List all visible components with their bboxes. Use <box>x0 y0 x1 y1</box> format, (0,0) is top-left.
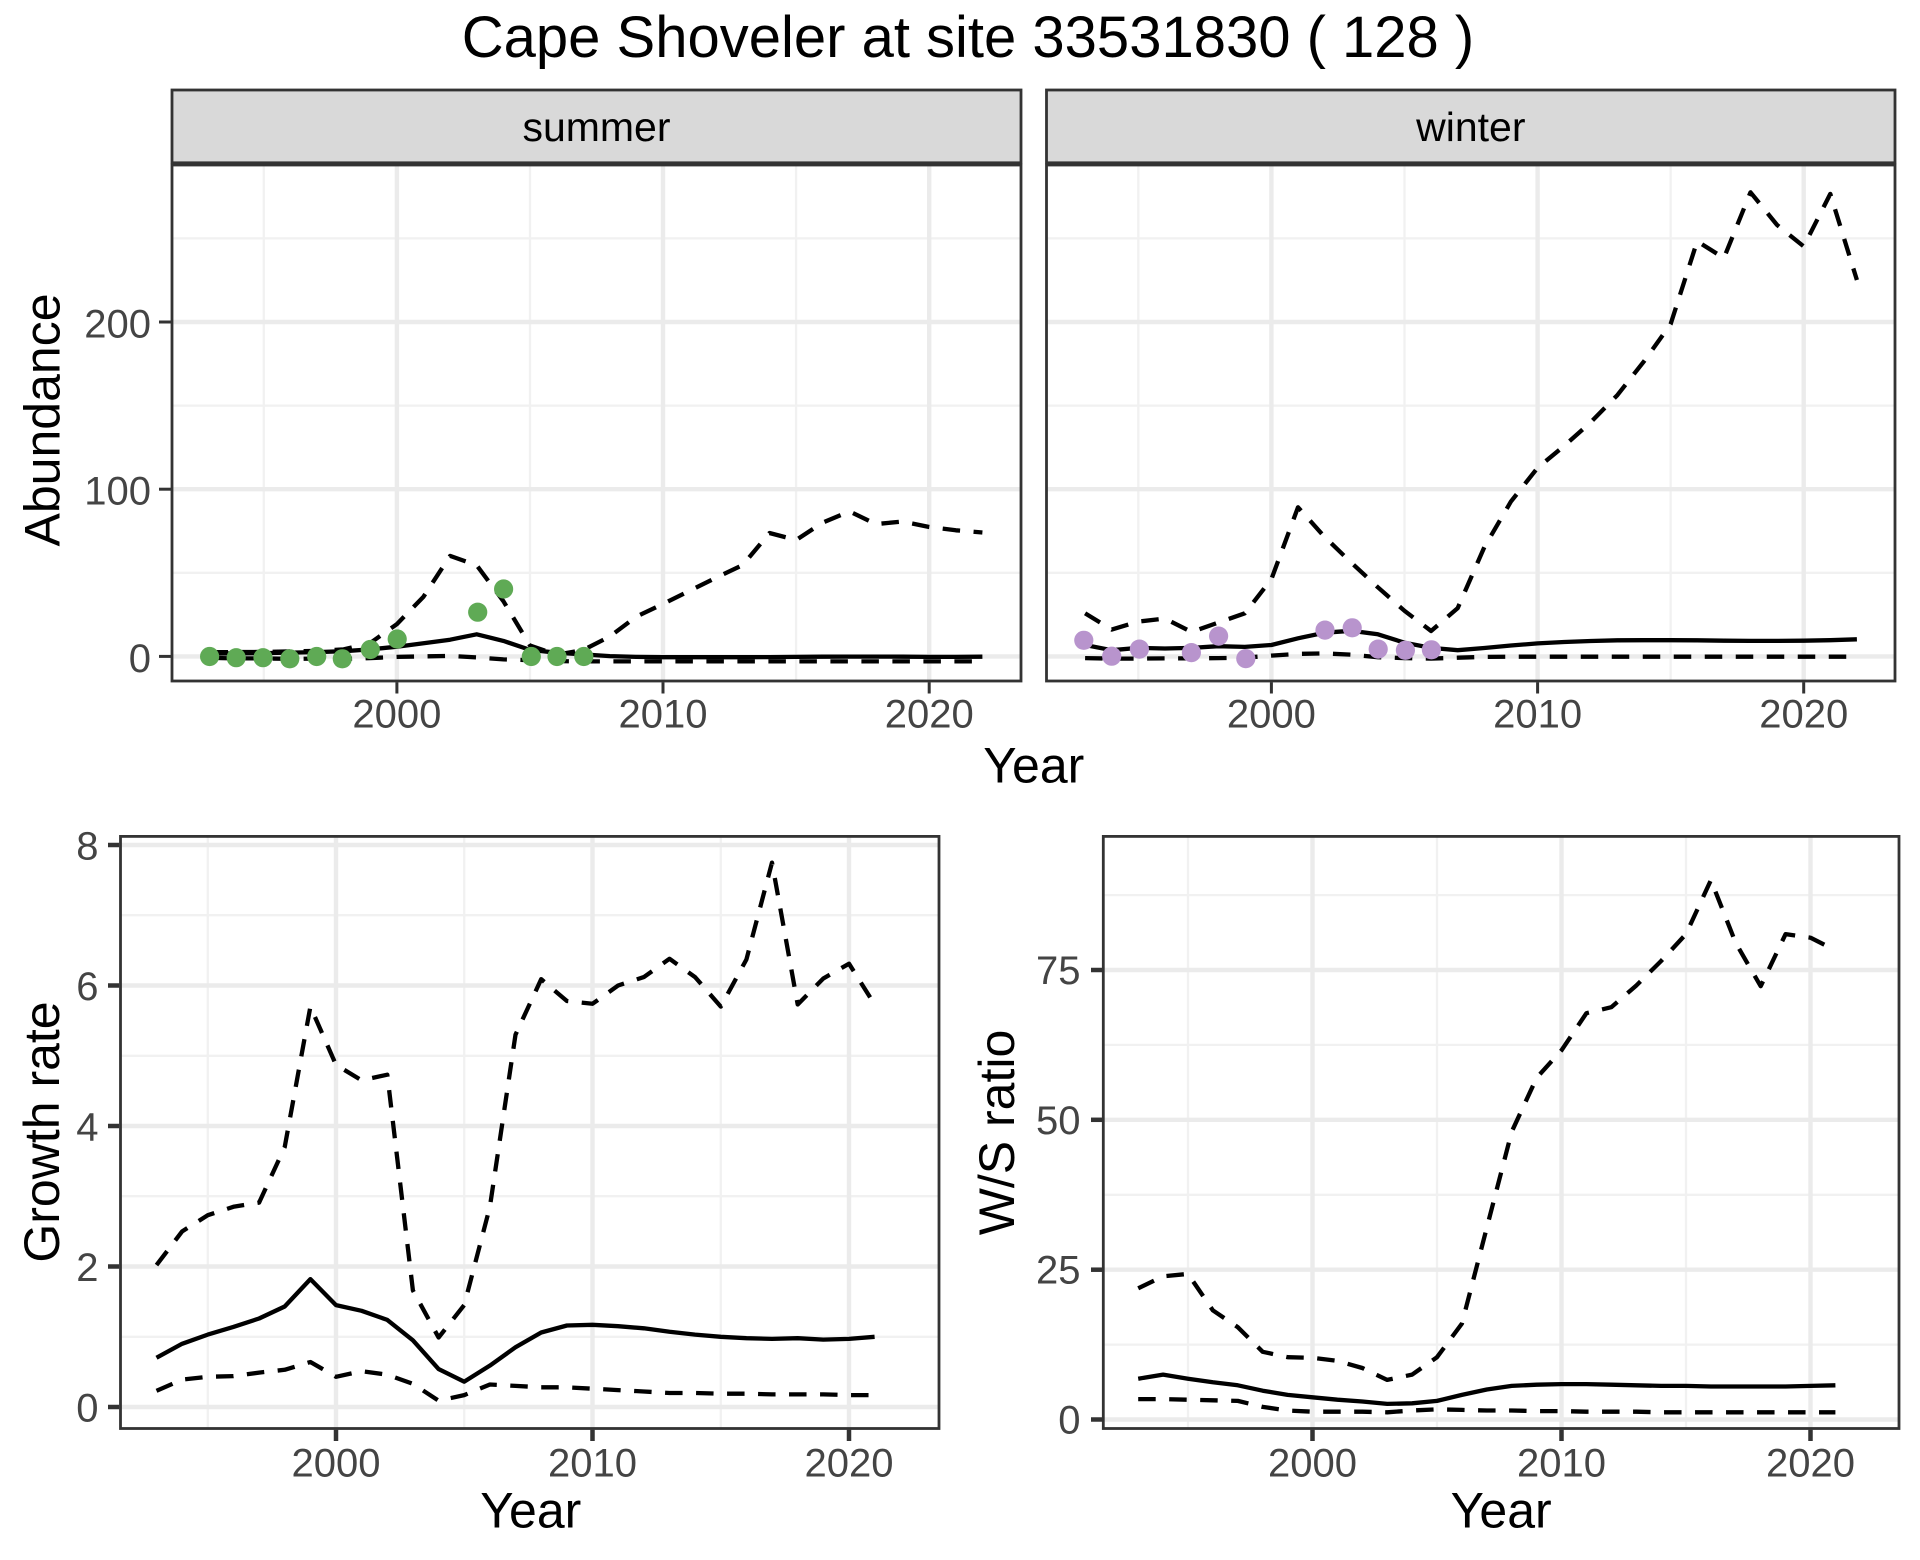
svg-text:2010: 2010 <box>548 1442 637 1486</box>
svg-text:8: 8 <box>76 825 98 869</box>
svg-text:2020: 2020 <box>885 693 974 737</box>
svg-text:75: 75 <box>1036 949 1081 993</box>
svg-text:2010: 2010 <box>1493 693 1582 737</box>
svg-text:0: 0 <box>129 637 151 681</box>
svg-text:summer: summer <box>522 104 670 150</box>
svg-text:2020: 2020 <box>1766 1442 1855 1486</box>
svg-text:Year: Year <box>480 1483 581 1539</box>
svg-text:2000: 2000 <box>1227 693 1316 737</box>
svg-text:6: 6 <box>76 965 98 1009</box>
svg-text:2010: 2010 <box>619 693 708 737</box>
svg-text:200: 200 <box>84 303 151 347</box>
svg-text:W/S ratio: W/S ratio <box>969 1030 1025 1236</box>
svg-text:Year: Year <box>1451 1483 1552 1539</box>
svg-text:winter: winter <box>1415 104 1525 150</box>
svg-text:Abundance: Abundance <box>15 293 71 546</box>
svg-text:2000: 2000 <box>1268 1442 1357 1486</box>
svg-text:2000: 2000 <box>352 693 441 737</box>
svg-text:0: 0 <box>76 1387 98 1431</box>
svg-text:2: 2 <box>76 1246 98 1290</box>
svg-text:50: 50 <box>1036 1099 1081 1143</box>
svg-text:25: 25 <box>1036 1249 1081 1293</box>
svg-text:4: 4 <box>76 1106 98 1150</box>
svg-text:2000: 2000 <box>292 1442 381 1486</box>
svg-text:2020: 2020 <box>805 1442 894 1486</box>
svg-text:Year: Year <box>983 738 1084 794</box>
svg-text:0: 0 <box>1058 1399 1080 1443</box>
svg-text:100: 100 <box>84 470 151 514</box>
svg-text:Cape Shoveler at site 33531830: Cape Shoveler at site 33531830 ( 128 ) <box>462 5 1474 70</box>
svg-text:2010: 2010 <box>1517 1442 1606 1486</box>
svg-text:Growth rate: Growth rate <box>14 1001 70 1262</box>
svg-text:2020: 2020 <box>1759 693 1848 737</box>
